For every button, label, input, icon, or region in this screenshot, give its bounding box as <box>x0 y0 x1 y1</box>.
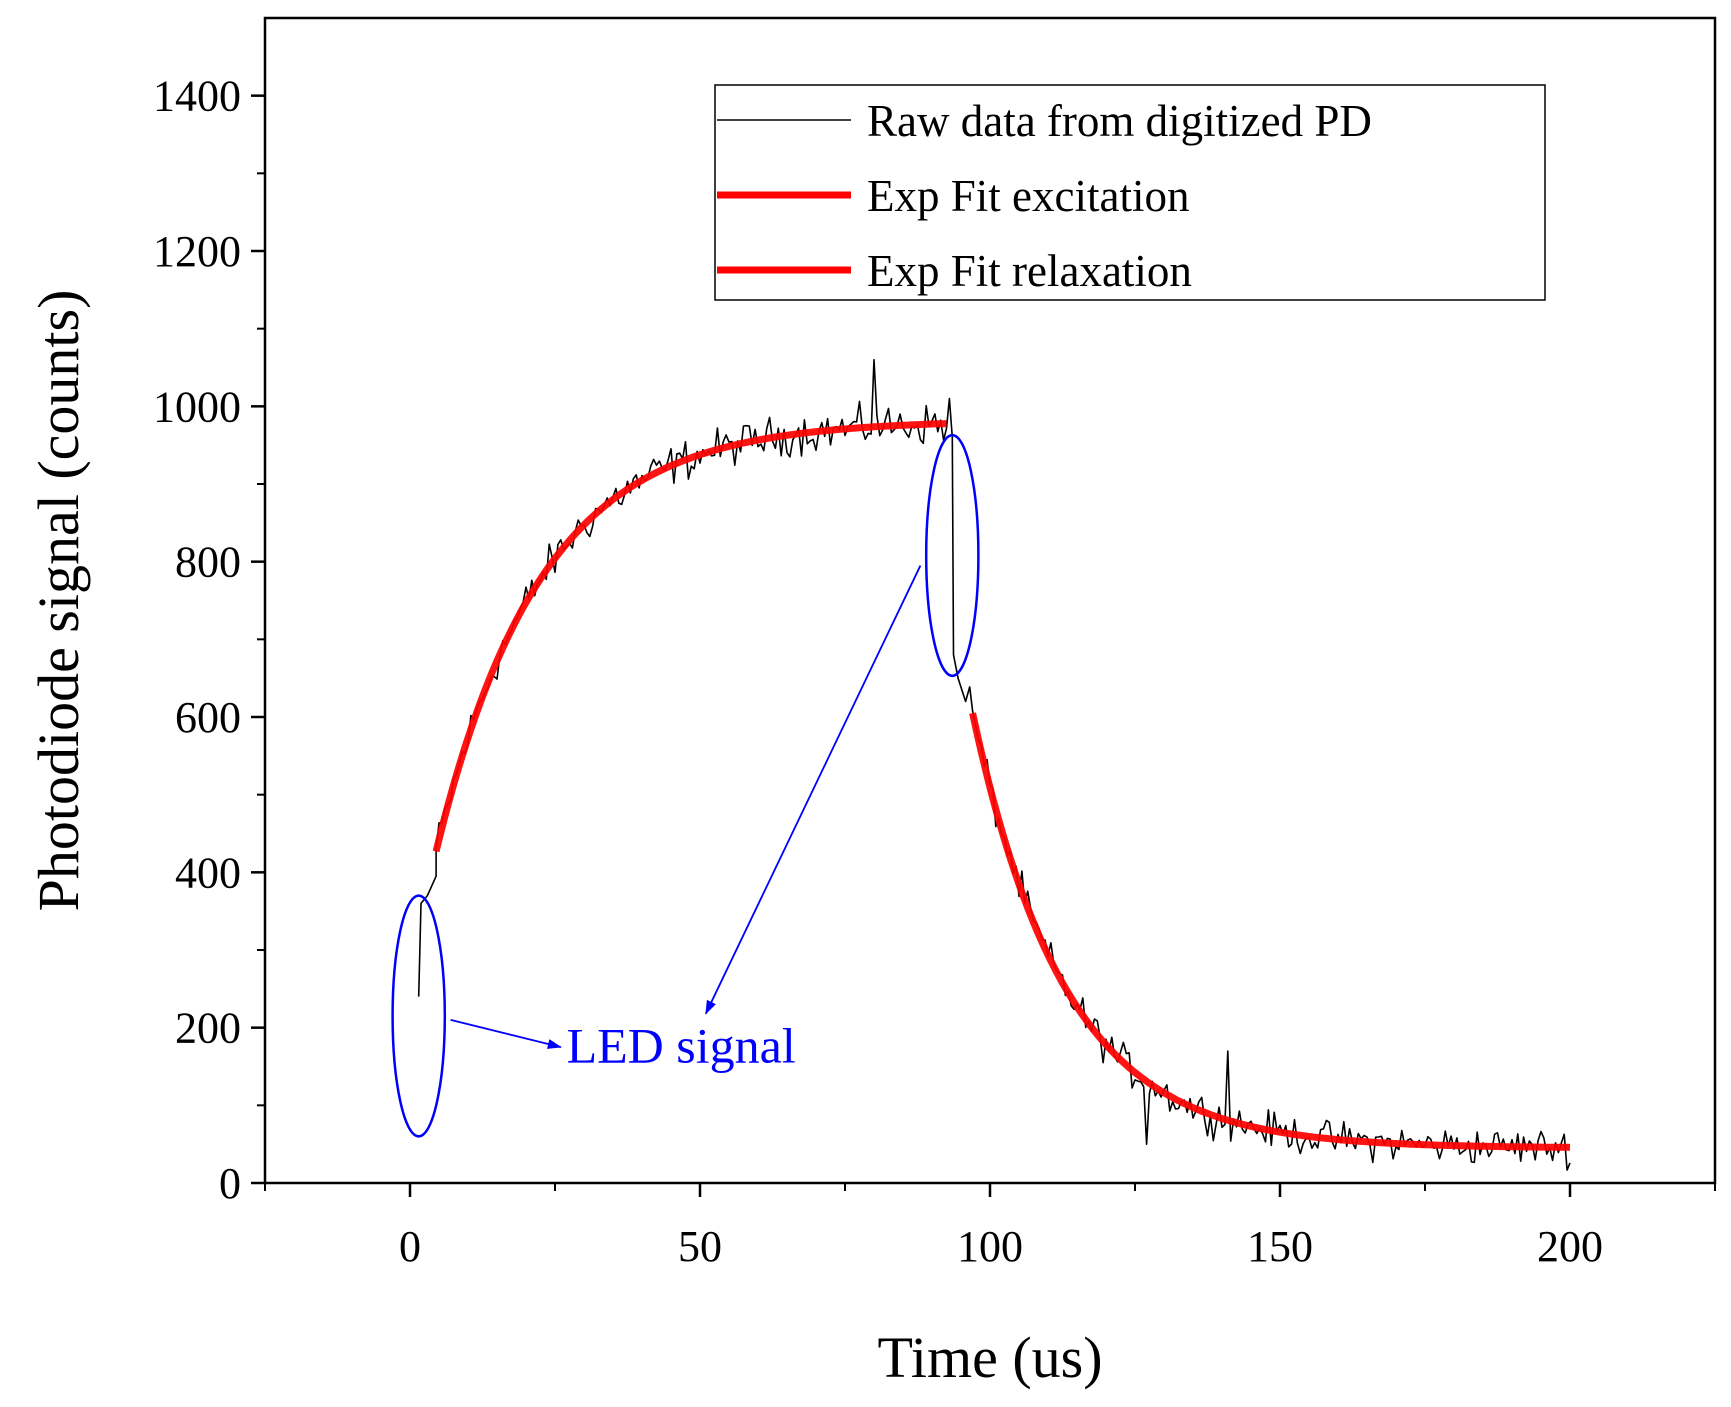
y-tick-label: 200 <box>175 1004 241 1053</box>
legend-entry-label: Exp Fit excitation <box>867 171 1189 221</box>
y-tick-label: 600 <box>175 693 241 742</box>
x-tick-label: 0 <box>399 1222 421 1271</box>
legend: Raw data from digitized PD Exp Fit excita… <box>714 84 1546 301</box>
y-tick-label: 1000 <box>153 382 241 431</box>
y-tick-label: 0 <box>219 1159 241 1208</box>
y-axis-title: Photodiode signal (counts) <box>26 290 91 912</box>
legend-entry-label: Exp Fit relaxation <box>867 246 1192 296</box>
led-signal-arrow <box>450 1019 562 1049</box>
series-layer <box>417 358 1571 1171</box>
x-tick-label: 150 <box>1247 1222 1313 1271</box>
x-tick-label: 200 <box>1537 1222 1603 1271</box>
y-tick-label: 400 <box>175 848 241 897</box>
led-signal-ellipse <box>391 894 447 1138</box>
series-exp-fit-relaxation-line <box>969 712 1571 1151</box>
series-exp-fit-excitation-line <box>432 420 947 853</box>
legend-box <box>714 84 1546 301</box>
x-axis-title: Time (us) <box>877 1325 1102 1390</box>
y-tick-label: 1400 <box>153 72 241 121</box>
plot-frame <box>263 16 1717 1185</box>
y-tick-label: 800 <box>175 538 241 587</box>
led-signal-label: LED signal <box>567 1018 796 1074</box>
legend-entry-label: Raw data from digitized PD <box>867 96 1372 146</box>
y-tick-label: 1200 <box>153 227 241 276</box>
axis-ticks: 0 50 100 150 200 0 200 400 600 800 1000 1200 1400 <box>153 72 1716 1271</box>
x-tick-label: 50 <box>678 1222 722 1271</box>
annotation-layer: LED signal <box>391 433 980 1138</box>
x-tick-label: 100 <box>957 1222 1023 1271</box>
led-signal-ellipse <box>924 433 980 678</box>
led-signal-arrow <box>704 565 922 1015</box>
